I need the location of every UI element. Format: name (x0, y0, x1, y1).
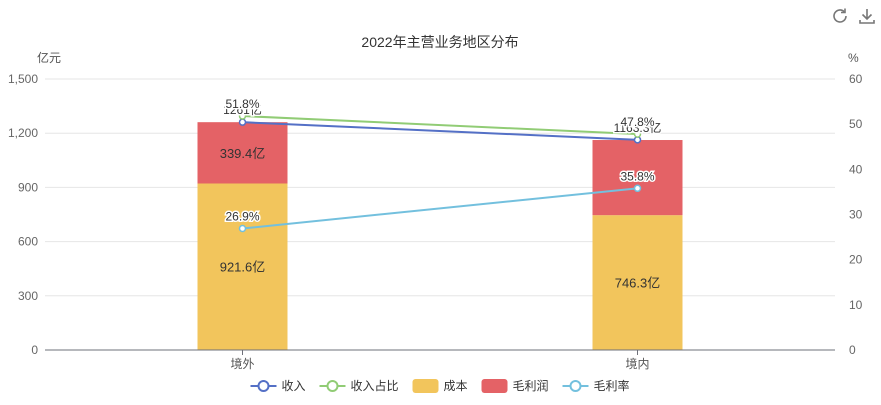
download-icon[interactable] (857, 6, 877, 26)
legend-item-e6af9be588a9e78e87[interactable]: 毛利率 (562, 378, 630, 393)
left-axis-tick-label: 0 (31, 343, 38, 357)
legend-symbol-marker (326, 380, 339, 392)
line-data-label: 35.8% (620, 169, 654, 183)
left-axis-tick-label: 900 (18, 180, 38, 194)
left-axis-tick-label: 1,500 (8, 72, 38, 86)
legend-label: 收入 (282, 379, 306, 393)
bar-data-label: 921.6亿 (220, 260, 266, 275)
right-axis-unit: % (848, 51, 859, 65)
data-point-e694b6e585a5e58da0e6af94-1 (633, 130, 642, 138)
legend-label: 收入占比 (351, 378, 399, 393)
series-line-e694b6e585a5 (242, 121, 638, 141)
bar-layer (197, 122, 683, 350)
bar-e6af9be588a9e6b6a6-1 (592, 140, 683, 216)
legend-item-e694b6e585a5[interactable]: 收入 (250, 379, 306, 393)
right-axis-tick-label: 10 (849, 298, 863, 312)
data-point-e694b6e585a5e58da0e6af94-0 (238, 112, 247, 120)
left-axis-unit: 亿元 (37, 50, 61, 65)
left-axis-tick-label: 1,200 (8, 126, 38, 140)
legend[interactable]: 收入 收入占比 成本 毛利润 毛利率 (250, 378, 630, 393)
right-axis-tick-label: 30 (849, 208, 863, 222)
legend-label: 毛利率 (594, 378, 630, 393)
line-data-label: 51.8% (225, 97, 259, 111)
left-axis-tick-label: 600 (18, 235, 38, 249)
line-layer (238, 112, 642, 233)
line-data-label: 1261亿 (223, 102, 262, 117)
bar-data-label: 339.4亿 (220, 146, 266, 161)
bar-e68890e69cac-0 (197, 183, 288, 350)
bar-e68890e69cac-1 (592, 215, 683, 350)
legend-item-e6af9be588a9e6b6a6[interactable]: 毛利润 (481, 379, 549, 393)
right-axis-tick-label: 40 (849, 162, 863, 176)
data-point-e694b6e585a5-0 (238, 118, 247, 126)
bar-data-label: 746.3亿 (615, 276, 661, 291)
axis-layer: 0 300 600 900 1,200 1,500 0 10 20 30 40 50 60 境外 境内 (8, 72, 863, 371)
legend-label: 成本 (444, 379, 468, 393)
series-line-e694b6e585a5e58da0e6af94 (242, 115, 638, 136)
x-axis-tick-label: 境外 (230, 356, 254, 371)
right-axis-tick-label: 20 (849, 253, 863, 267)
series-line-e6af9be588a9e78e87 (242, 187, 638, 230)
bar-e6af9be588a9e6b6a6-0 (197, 122, 288, 184)
left-axis-tick-label: 300 (18, 289, 38, 303)
legend-symbol-box (481, 379, 508, 393)
data-point-e6af9be588a9e78e87-0 (238, 224, 247, 233)
grid-lines (45, 78, 835, 297)
right-axis-tick-label: 60 (849, 72, 863, 86)
legend-symbol-marker (569, 380, 582, 392)
legend-symbol-marker (257, 380, 270, 392)
refresh-icon[interactable] (830, 6, 850, 26)
line-data-label: 1163.3亿 (614, 120, 662, 135)
chart-title: 2022年主营业务地区分布 (361, 34, 518, 50)
legend-symbol-box (412, 379, 439, 393)
line-data-label: 26.9% (225, 210, 259, 224)
right-axis-tick-label: 50 (849, 117, 863, 131)
data-label-layer: 921.6亿 746.3亿 339.4亿 1261亿 1163.3亿 51.8% 47.8%… (220, 96, 663, 291)
right-axis-tick-label: 0 (849, 343, 856, 357)
legend-label: 毛利润 (513, 379, 549, 393)
x-axis-tick-label: 境内 (625, 356, 649, 371)
legend-item-e68890e69cac[interactable]: 成本 (412, 379, 468, 393)
legend-item-e694b6e585a5e58da0e6af94[interactable]: 收入占比 (319, 378, 399, 393)
data-point-e6af9be588a9e78e87-1 (633, 184, 642, 193)
line-data-label: 47.8% (620, 115, 654, 129)
